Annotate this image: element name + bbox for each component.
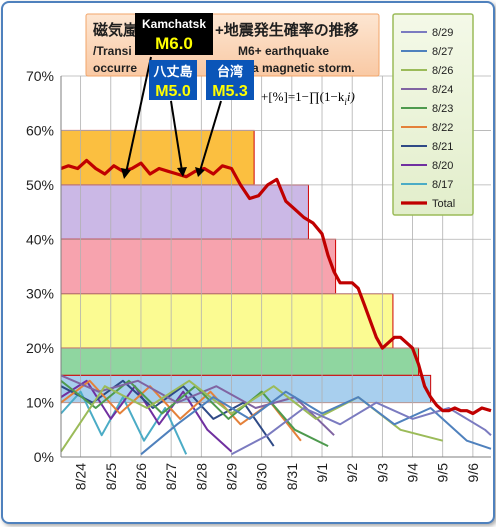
legend-label: 8/23	[432, 103, 453, 115]
x-tick-label: 8/31	[284, 463, 300, 490]
callout-taiwan-magnitude: M5.3	[212, 83, 248, 100]
y-tick-label: 50%	[26, 177, 54, 193]
legend-label: 8/24	[432, 84, 453, 96]
band-5	[60, 374, 432, 404]
band-3	[60, 293, 394, 349]
formula: +[%]=1−∏(1−kii)	[261, 89, 355, 107]
x-axis: 8/24 8/25 8/26 8/27 8/28 8/29 8/30 8/31 9/1 9/2 9/…	[61, 456, 491, 490]
band-0	[60, 129, 255, 186]
legend: 8/29 8/27 8/26 8/24 8/23 8/22 8/21 8/20 8/17 Tota…	[392, 13, 474, 216]
series-line-8-17	[60, 390, 188, 455]
probability-chart: 0% 10% 20% 30% 40% 50% 60% 70% 8/24 8/25 8/26 8/27…	[26, 13, 492, 490]
legend-label: 8/21	[432, 141, 453, 153]
svg-text:+[%]=1−∏(1−kii): +[%]=1−∏(1−kii)	[261, 89, 355, 107]
x-tick-label: 9/1	[314, 463, 330, 483]
legend-label: Total	[432, 198, 455, 210]
x-tick-label: 9/4	[405, 463, 421, 483]
legend-label: 8/26	[432, 65, 453, 77]
series-line-8-27	[140, 390, 492, 456]
title-line-2a: /Transi	[93, 44, 132, 58]
legend-label: 8/22	[432, 122, 453, 134]
series-line-total	[60, 158, 492, 416]
formula-text: +[%]=1−∏(1−k	[261, 89, 345, 104]
band-1	[60, 184, 309, 240]
band-2	[60, 238, 337, 295]
title-line-3b: a magnetic storm.	[252, 61, 355, 75]
y-tick-label: 40%	[26, 231, 54, 247]
x-tick-label: 9/5	[435, 463, 451, 483]
x-tick-label: 8/25	[103, 463, 119, 490]
series-line-8-29	[231, 401, 492, 456]
x-tick-label: 8/27	[163, 463, 179, 490]
callout-kamchatsk-magnitude: M6.0	[155, 34, 193, 53]
title-line-1a: 磁気嵐	[93, 21, 139, 39]
y-tick-label: 30%	[26, 286, 54, 302]
formula-subscript: i	[344, 97, 347, 107]
x-tick-label: 9/2	[344, 463, 360, 483]
callout-taiwan-region: 台湾	[217, 64, 243, 79]
formula-tail: i)	[347, 89, 355, 104]
y-tick-label: 60%	[26, 122, 54, 138]
x-tick-label: 8/28	[193, 463, 209, 490]
total-series	[60, 158, 492, 416]
title-line-2b: M6+ earthquake	[238, 44, 329, 58]
callout-taiwan: 台湾 M5.3	[206, 60, 254, 100]
title-line-3a: occurre	[93, 61, 137, 75]
arrowhead-hachijojima	[177, 167, 187, 177]
x-tick-label: 8/26	[133, 463, 149, 490]
callout-kamchatsk: Kamchatsk M6.0	[135, 13, 213, 55]
x-tick-label: 9/6	[465, 463, 481, 483]
arrow-kamchatsk	[125, 56, 152, 174]
arrowhead-taiwan	[195, 167, 205, 177]
y-tick-label: 20%	[26, 340, 54, 356]
y-tick-label: 10%	[26, 395, 54, 411]
probability-bands	[60, 129, 432, 404]
y-axis: 0% 10% 20% 30% 40% 50% 60% 70%	[26, 68, 62, 465]
arrowhead-kamchatsk	[121, 168, 131, 179]
arrow-taiwan	[199, 100, 222, 172]
legend-label: 8/20	[432, 160, 453, 172]
x-tick-label: 9/3	[374, 463, 390, 483]
callout-hachijojima-magnitude: M5.0	[155, 83, 191, 100]
title-line-1b: +地震発生確率の推移	[215, 21, 359, 39]
legend-label: 8/27	[432, 46, 453, 58]
daily-series	[60, 374, 492, 456]
x-tick-label: 8/24	[73, 463, 89, 490]
callout-kamchatsk-region: Kamchatsk	[142, 17, 206, 31]
band-4	[60, 347, 420, 376]
y-tick-label: 70%	[26, 68, 54, 84]
x-tick-label: 8/29	[223, 463, 239, 490]
callout-hachijojima-region: 八丈島	[152, 64, 192, 79]
x-tick-label: 8/30	[254, 463, 270, 490]
arrow-hachijojima	[170, 100, 183, 172]
legend-label: 8/17	[432, 179, 453, 191]
legend-label: 8/29	[432, 27, 453, 39]
y-tick-label: 0%	[34, 449, 54, 465]
callout-hachijojima: 八丈島 M5.0	[149, 60, 197, 100]
earthquake-annotations: Kamchatsk M6.0 八丈島 M5.0 台湾 M5.3	[121, 13, 254, 179]
series-line-8-24	[60, 374, 335, 436]
